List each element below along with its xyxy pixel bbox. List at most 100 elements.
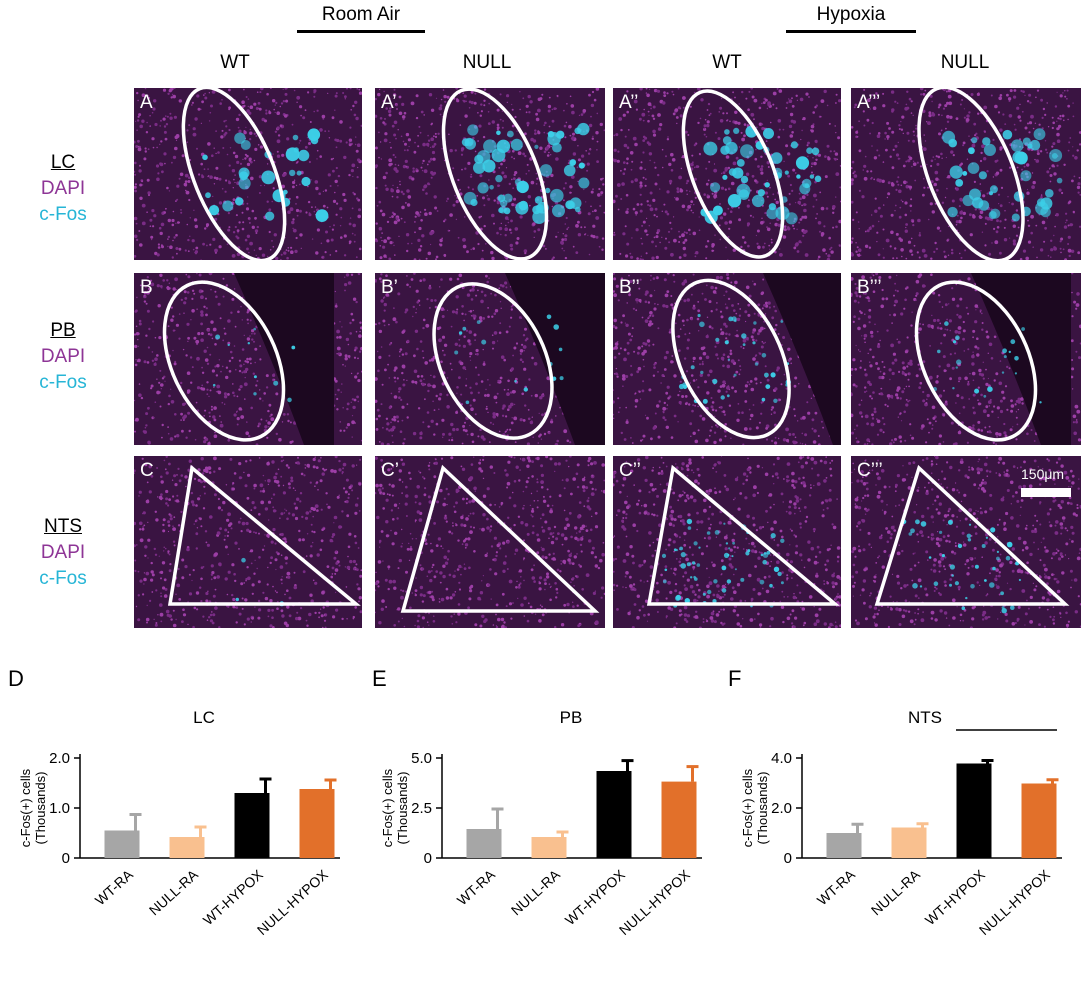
roi-triangle bbox=[646, 464, 840, 606]
chart-title-lc: LC bbox=[193, 708, 215, 727]
roi-ellipse bbox=[162, 280, 286, 442]
x-tick-label: WT-HYPOX bbox=[922, 866, 989, 928]
bar-null-ra bbox=[531, 837, 567, 858]
panel-letter: A’ bbox=[381, 92, 397, 113]
x-tick-label: NULL-RA bbox=[146, 866, 202, 918]
region-name: PB bbox=[50, 320, 76, 341]
panel-letter: B bbox=[140, 277, 153, 298]
micrograph-image bbox=[613, 273, 841, 445]
panel-letter: B’’’ bbox=[857, 277, 882, 298]
panel-letter: C’ bbox=[381, 460, 399, 481]
micrograph-panel-nts-1: C bbox=[134, 456, 362, 628]
scale-bar-label: 150μm bbox=[1021, 466, 1065, 482]
y-axis-label: c-Fos(+) cells bbox=[740, 768, 755, 847]
y-axis-label-units: (Thousands) bbox=[33, 772, 48, 845]
y-axis-label-units: (Thousands) bbox=[395, 772, 410, 845]
micrograph-panel-lc-4: A’’’ bbox=[851, 88, 1081, 260]
y-tick-label: 1.0 bbox=[49, 800, 70, 817]
bar-chart-nts: 02.04.0c-Fos(+) cells (Thousands)WT-RA NUL… bbox=[740, 722, 1062, 938]
bar-chart-lc: 01.02.0c-Fos(+) cells (Thousands)WT-RA NUL… bbox=[18, 750, 340, 938]
y-tick-label: 2.0 bbox=[49, 750, 70, 767]
y-tick-label: 0 bbox=[424, 850, 432, 867]
stain-dapi: DAPI bbox=[40, 542, 86, 563]
column-label-null-hypox: NULL bbox=[940, 52, 990, 73]
y-axis-label: c-Fos(+) cells bbox=[18, 768, 33, 847]
micrograph-image bbox=[134, 456, 362, 628]
stain-cfos: c-Fos bbox=[39, 568, 87, 589]
bar-null-ra bbox=[891, 827, 927, 858]
x-tick-label: NULL-HYPOX bbox=[976, 866, 1054, 938]
x-tick-label: WT-RA bbox=[814, 866, 859, 909]
micrograph-image bbox=[134, 88, 362, 260]
y-axis-label-units: (Thousands) bbox=[755, 772, 770, 845]
micrograph-panel-pb-4: B’’’ bbox=[851, 273, 1081, 445]
x-tick-label: NULL-RA bbox=[868, 866, 924, 918]
chart-title-pb: PB bbox=[559, 708, 583, 727]
micrograph-panel-lc-2: A’ bbox=[375, 88, 605, 260]
condition-title-room-air: Room Air bbox=[321, 4, 401, 25]
micrograph-panel-pb-1: B bbox=[134, 273, 362, 445]
panel-letter: A bbox=[140, 92, 153, 113]
micrograph-image bbox=[851, 88, 1081, 260]
micrograph-image bbox=[375, 456, 605, 628]
micrograph-image bbox=[134, 273, 362, 445]
bar-null-hypox bbox=[661, 781, 697, 858]
x-tick-label: WT-RA bbox=[92, 866, 137, 909]
micrograph-image bbox=[851, 273, 1081, 445]
stain-cfos: c-Fos bbox=[39, 372, 87, 393]
panel-letter: B’’ bbox=[619, 277, 640, 298]
roi-triangle bbox=[167, 464, 361, 606]
bar-wt-hypox bbox=[956, 763, 992, 858]
scale-bar bbox=[1021, 488, 1071, 497]
bar-wt-ra bbox=[826, 833, 862, 858]
y-tick-label: 2.5 bbox=[411, 800, 432, 817]
y-tick-label: 5.0 bbox=[411, 750, 432, 767]
micrograph-image bbox=[375, 88, 605, 260]
bar-wt-hypox bbox=[596, 771, 632, 858]
bar-wt-ra bbox=[466, 829, 502, 858]
roi-ellipse bbox=[914, 280, 1038, 442]
micrograph-image bbox=[375, 273, 605, 445]
roi-ellipse bbox=[917, 88, 1025, 260]
chart-letter-d: D bbox=[8, 666, 24, 691]
column-label-null-ra: NULL bbox=[462, 52, 512, 73]
micrograph-image bbox=[613, 456, 841, 628]
roi-ellipse bbox=[671, 278, 791, 440]
condition-bar-hypoxia bbox=[786, 30, 916, 33]
micrograph-panel-nts-3: C’’ bbox=[613, 456, 841, 628]
x-tick-label: NULL-HYPOX bbox=[254, 866, 332, 938]
bar-chart-pb: 02.55.0c-Fos(+) cells (Thousands)WT-RA NUL… bbox=[380, 750, 702, 938]
micrograph-image bbox=[613, 88, 841, 260]
row-label-lc: LC DAPI c-Fos bbox=[18, 150, 108, 228]
micrograph-panel-pb-3: B’’ bbox=[613, 273, 841, 445]
column-label-wt-ra: WT bbox=[220, 52, 250, 73]
roi-ellipse bbox=[441, 88, 549, 260]
region-name: NTS bbox=[44, 516, 82, 537]
x-tick-label: WT-HYPOX bbox=[562, 866, 629, 928]
roi-ellipse bbox=[681, 89, 785, 259]
y-axis-label: c-Fos(+) cells bbox=[380, 768, 395, 847]
micrograph-panel-lc-1: A bbox=[134, 88, 362, 260]
stain-cfos: c-Fos bbox=[39, 204, 87, 225]
significance-marker: * bbox=[1003, 722, 1011, 729]
column-label-wt-hypox: WT bbox=[712, 52, 742, 73]
panel-letter: A’’ bbox=[619, 92, 639, 113]
x-tick-label: NULL-HYPOX bbox=[616, 866, 694, 938]
panel-letter: A’’’ bbox=[857, 92, 881, 113]
chart-letter-f: F bbox=[728, 666, 742, 691]
chart-letter-e: E bbox=[372, 666, 387, 691]
x-tick-label: WT-HYPOX bbox=[200, 866, 267, 928]
panel-letter: C’’’ bbox=[857, 460, 883, 481]
micrograph-image bbox=[851, 456, 1081, 628]
region-name: LC bbox=[50, 152, 76, 173]
bar-null-hypox bbox=[299, 789, 335, 858]
chart-title-nts: NTS bbox=[908, 708, 942, 727]
row-label-pb: PB DAPI c-Fos bbox=[18, 318, 108, 396]
stain-dapi: DAPI bbox=[40, 178, 86, 199]
y-tick-label: 4.0 bbox=[771, 750, 792, 767]
micrograph-panel-lc-3: A’’ bbox=[613, 88, 841, 260]
bar-null-hypox bbox=[1021, 783, 1057, 858]
y-tick-label: 0 bbox=[62, 850, 70, 867]
roi-triangle bbox=[874, 464, 1070, 606]
micrograph-panel-nts-4: C’’’ 150μm bbox=[851, 456, 1081, 628]
